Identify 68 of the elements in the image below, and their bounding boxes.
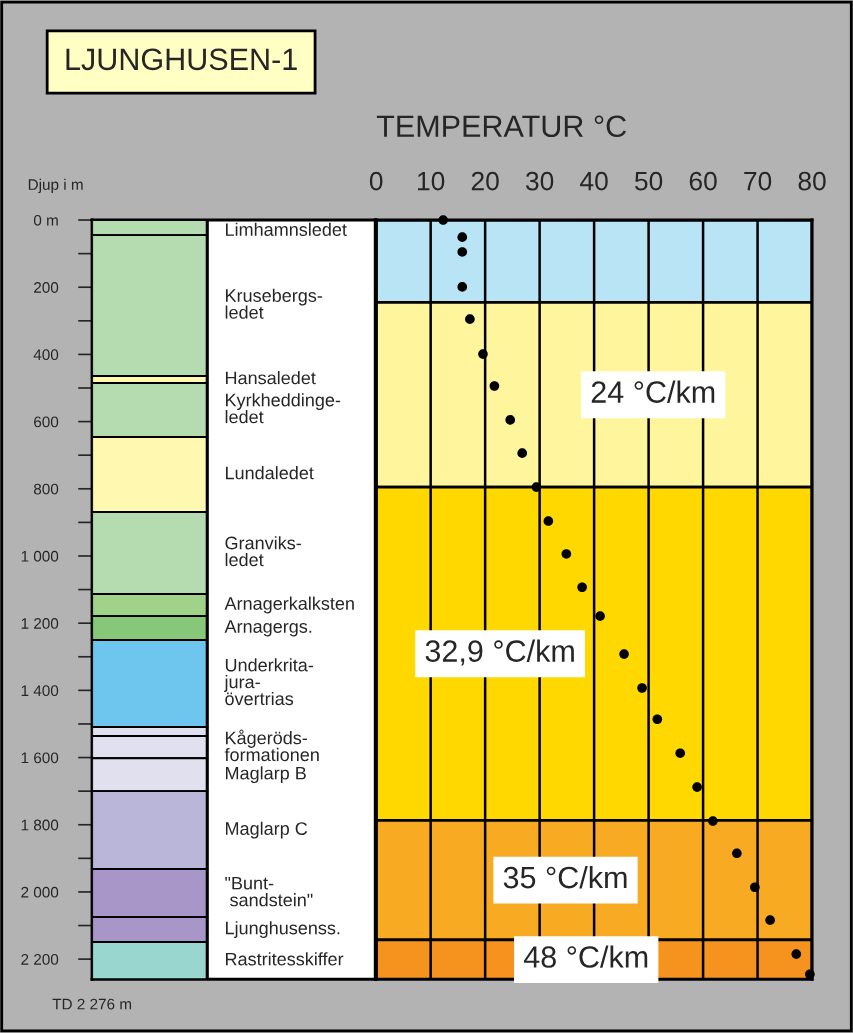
y-axis-title: Djup i m	[28, 178, 83, 193]
x-tick-label: 10	[418, 171, 445, 191]
point	[708, 816, 718, 826]
x-tick-label: 70	[744, 171, 772, 191]
point	[457, 282, 468, 292]
point	[531, 482, 542, 492]
point	[652, 714, 663, 725]
band-label: 35 °C/km	[503, 865, 627, 889]
x-tick-label: 40	[580, 171, 608, 191]
point	[577, 582, 587, 593]
series-label: Hansaledet	[225, 371, 316, 385]
point	[791, 949, 802, 959]
point	[637, 683, 647, 693]
text: TD 2 276 m	[52, 998, 132, 1010]
x-axis-title: TEMPERATUR °C	[376, 115, 627, 138]
series-label: Limhamnsledet	[225, 222, 347, 236]
point	[619, 649, 629, 659]
y-tick-label: 200	[34, 282, 59, 293]
y-tick-label: 800	[33, 483, 59, 495]
series-label: Underkrita- jura- övertrias	[224, 658, 314, 706]
y-tick-label: 600	[34, 416, 59, 428]
point	[543, 516, 554, 526]
y-tick-label: 1 400	[21, 685, 59, 697]
x-tick-label: 20	[471, 171, 499, 191]
band-label: 48 °C/km	[523, 945, 648, 968]
point	[675, 748, 686, 758]
x-tick-label: 80	[798, 171, 826, 191]
point	[465, 314, 475, 324]
point	[489, 381, 500, 391]
band-label: 32,9 °C/km	[425, 639, 574, 666]
point	[505, 415, 516, 425]
x-tick-label: 60	[689, 171, 717, 191]
y-tick-label: 2 000	[21, 886, 59, 898]
point	[478, 349, 488, 359]
point	[561, 549, 572, 559]
point	[438, 215, 448, 225]
y-tick-label: 1 800	[21, 819, 59, 831]
band-label: 24 °C/km	[591, 380, 715, 403]
point	[517, 448, 528, 458]
x-tick-label: 30	[525, 171, 554, 191]
point	[692, 782, 702, 792]
point	[750, 882, 760, 893]
series-label: "Bunt- sandstein"	[225, 876, 313, 907]
series-label: Kyrkheddinge- ledet	[225, 393, 341, 424]
chart-title: LJUNGHUSEN-1	[66, 48, 297, 71]
point	[765, 915, 775, 925]
x-tick-label: 0	[369, 171, 383, 191]
point	[595, 611, 605, 621]
point	[732, 848, 742, 859]
point	[457, 247, 468, 257]
x-tick-label: 50	[634, 171, 663, 191]
series-label: Arnagergs.	[224, 620, 312, 637]
series-label: Maglarp C	[225, 821, 308, 839]
series-label: Krusebergs- ledet	[225, 288, 323, 319]
series-label: Kågeröds- formationen	[224, 729, 319, 762]
y-tick-label: 0 m	[33, 214, 58, 226]
series-label: Maglarp B	[225, 766, 306, 784]
y-tick-label: 400	[33, 349, 59, 361]
y-tick-label: 1 600	[21, 752, 59, 764]
series-label: Lundaledet	[225, 466, 314, 480]
y-tick-label: 2 200	[21, 953, 59, 965]
series-label: Arnagerkalksten	[224, 596, 354, 614]
y-tick-label: 1 200	[21, 618, 59, 629]
point	[457, 232, 468, 242]
y-tick-label: 1 000	[21, 550, 59, 562]
series-label: Granviks- ledet	[225, 536, 301, 567]
series-label: Rastritesskiffer	[225, 952, 344, 966]
series-label: Ljunghusenss.	[225, 921, 340, 938]
